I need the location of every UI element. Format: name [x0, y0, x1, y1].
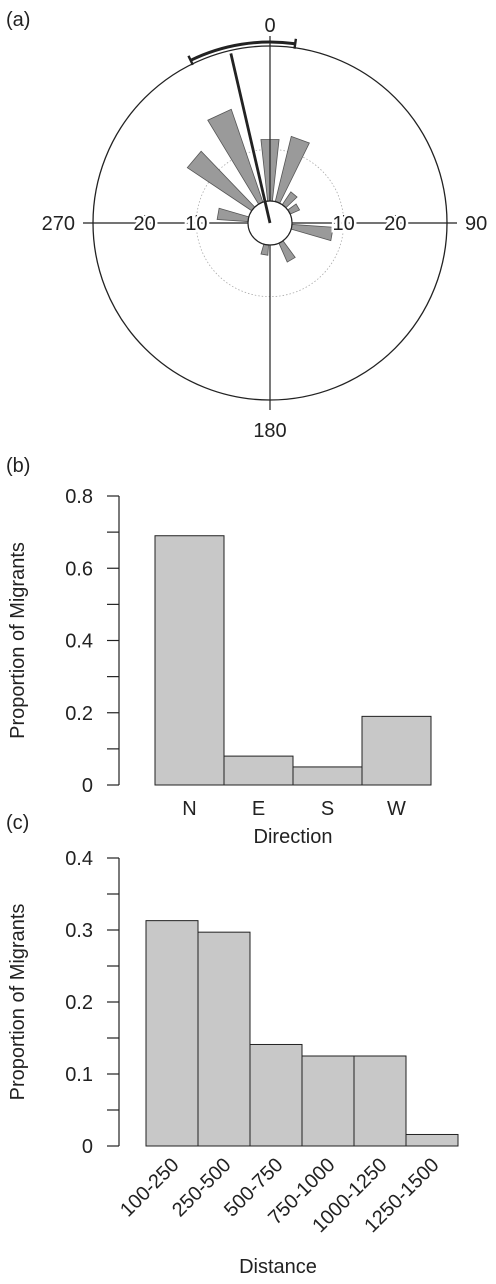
y-tick-label: 0.6 — [65, 558, 93, 580]
distance-chart-axes: 00.10.20.30.4100-250250-500500-750750-10… — [65, 848, 443, 1237]
rose-petals — [186, 108, 334, 263]
panel-label-b: (b) — [6, 455, 30, 477]
bar-E — [223, 755, 294, 786]
rose-petal — [260, 243, 269, 256]
y-tick-label: 0 — [82, 1136, 93, 1158]
x-tick-label: N — [182, 798, 196, 820]
confidence-arc-start-cap — [187, 55, 194, 66]
mean-direction-line — [229, 53, 272, 224]
distance-chart-bars — [145, 920, 459, 1147]
panel-label-a: (a) — [6, 9, 30, 31]
y-tick-label: 0.8 — [65, 486, 93, 508]
direction-bar-chart-panel: (b) 0 0.2 0.4 0.6 0.8 N E S W Proportion of Migr… — [6, 455, 432, 848]
y-axis-title: Proportion of Migrants — [7, 542, 29, 739]
rose-mean-direction — [187, 38, 298, 224]
direction-label-east: 90 — [465, 213, 487, 235]
bar-250-500 — [197, 931, 251, 1147]
radial-tick-label-east-20: 20 — [384, 213, 406, 235]
direction-chart-axes: 0 0.2 0.4 0.6 0.8 N E S W — [65, 486, 406, 820]
confidence-arc-end-cap — [293, 38, 298, 49]
bar-750-1000 — [301, 1055, 355, 1147]
bar-N — [154, 535, 225, 786]
confidence-arc — [189, 40, 296, 62]
direction-label-west: 270 — [42, 213, 75, 235]
direction-label-north: 0 — [264, 15, 275, 37]
y-tick-label: 0.4 — [65, 631, 93, 653]
x-axis-title: Distance — [239, 1256, 317, 1278]
bar-1250-1500 — [405, 1133, 459, 1147]
y-tick-label: 0.2 — [65, 703, 93, 725]
y-tick-label: 0.3 — [65, 920, 93, 942]
distance-bar-chart-panel: (c) 00.10.20.30.4100-250250-500500-75075… — [6, 812, 459, 1278]
x-axis-title: Direction — [254, 826, 333, 848]
radial-tick-label-east-10: 10 — [333, 213, 355, 235]
rose-petal — [216, 207, 250, 222]
radial-tick-label-west-10: 10 — [185, 213, 207, 235]
direction-label-south: 180 — [253, 420, 286, 442]
bar-W — [361, 715, 432, 786]
x-tick-label: S — [321, 798, 334, 820]
y-axis-title: Proportion of Migrants — [7, 904, 29, 1101]
bar-S — [292, 766, 363, 786]
panel-label-c: (c) — [6, 812, 29, 834]
bar-500-750 — [249, 1043, 303, 1147]
x-tick-label: E — [252, 798, 265, 820]
y-tick-label: 0 — [82, 775, 93, 797]
y-tick-label: 0.2 — [65, 992, 93, 1014]
bar-100-250 — [145, 920, 199, 1147]
x-tick-label: W — [387, 798, 406, 820]
rose-petal — [290, 224, 334, 242]
bar-1000-1250 — [353, 1055, 407, 1147]
rose-petal — [278, 240, 296, 263]
y-tick-label: 0.1 — [65, 1064, 93, 1086]
radial-tick-label-west-20: 20 — [134, 213, 156, 235]
y-tick-label: 0.4 — [65, 848, 93, 870]
rose-diagram-panel: (a) 0 90 180 270 20 10 10 20 — [6, 9, 487, 442]
direction-chart-bars — [154, 535, 432, 786]
